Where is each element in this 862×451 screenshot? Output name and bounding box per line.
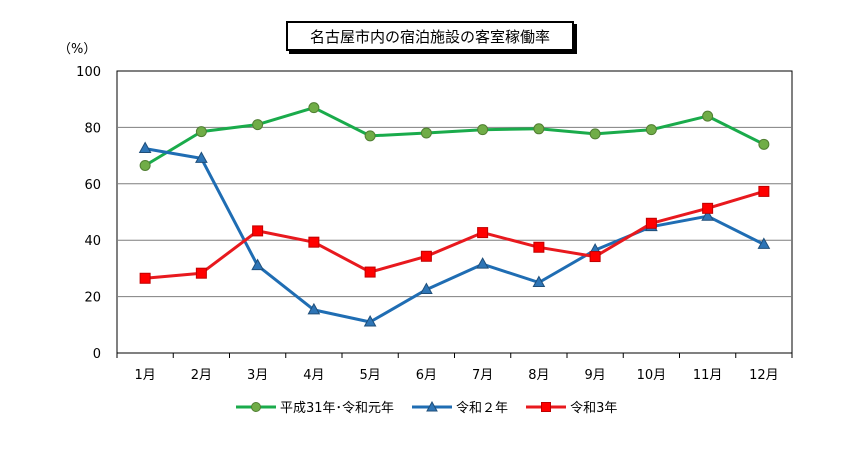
y-tick-label: 80 [84, 121, 101, 136]
legend: 平成31年･令和元年 令和２年 令和3年 [236, 397, 635, 416]
data-point-series-1 [363, 314, 377, 327]
legend-label-series-2: 令和3年 [570, 401, 618, 416]
data-point-series-1 [251, 258, 264, 271]
chart-title: 名古屋市内の宿泊施設の客室稼働率 [286, 21, 574, 51]
legend-label-series-0: 平成31年･令和元年 [280, 401, 395, 416]
x-tick-label: 12月 [749, 368, 779, 383]
data-point-series-1 [532, 275, 546, 287]
series-line-0 [144, 106, 765, 167]
y-tick-label: 20 [84, 291, 101, 306]
data-point-series-0 [420, 127, 432, 139]
data-point-series-1 [195, 151, 208, 163]
series-line-1 [144, 147, 765, 324]
legend-marker-triangle-icon [412, 400, 453, 411]
x-tick-label: 10月 [637, 368, 667, 383]
y-tick-label: 0 [93, 347, 101, 362]
data-point-series-0 [252, 119, 264, 131]
data-point-series-2 [533, 241, 545, 253]
x-tick-label: 9月 [584, 368, 605, 383]
y-tick-label: 40 [84, 234, 101, 249]
data-point-series-2 [758, 185, 770, 197]
data-point-series-2 [477, 227, 489, 239]
x-tick-label: 5月 [359, 368, 380, 383]
plot-area [116, 70, 793, 354]
data-point-series-2 [252, 225, 264, 237]
data-point-series-1 [476, 257, 489, 269]
y-axis-unit: （%） [58, 42, 97, 57]
legend-item-series-1: 令和２年 [412, 397, 508, 416]
y-tick-label: 60 [84, 178, 101, 193]
x-tick-label: 3月 [247, 368, 268, 383]
data-point-series-2 [645, 217, 657, 229]
legend-item-series-2: 令和3年 [526, 397, 617, 416]
data-point-series-0 [533, 123, 545, 135]
data-point-series-0 [758, 138, 770, 150]
data-point-series-1 [307, 302, 321, 315]
x-tick-label: 7月 [472, 368, 493, 383]
x-tick-label: 2月 [191, 368, 212, 383]
data-point-series-0 [195, 126, 207, 138]
legend-marker-circle-icon [236, 401, 276, 412]
x-tick-label: 4月 [303, 368, 324, 383]
data-point-series-2 [308, 236, 320, 248]
data-point-series-2 [364, 266, 376, 278]
legend-label-series-1: 令和２年 [456, 401, 509, 416]
data-point-series-1 [420, 282, 433, 295]
data-point-series-0 [364, 130, 376, 142]
data-point-series-1 [701, 209, 714, 221]
data-point-series-2 [420, 250, 432, 262]
x-tick-label: 6月 [416, 368, 437, 383]
data-point-series-2 [195, 267, 207, 279]
data-point-series-1 [757, 237, 771, 249]
data-point-series-0 [702, 110, 714, 122]
legend-marker-square-icon [526, 401, 567, 412]
series-line-2 [144, 189, 765, 280]
x-tick-label: 11月 [693, 368, 723, 383]
data-point-series-0 [645, 124, 657, 136]
data-point-series-0 [589, 128, 601, 140]
data-point-series-1 [138, 141, 152, 154]
x-tick-label: 1月 [134, 368, 155, 383]
data-point-series-2 [589, 251, 601, 263]
data-point-series-0 [139, 159, 151, 171]
y-tick-label: 100 [76, 65, 101, 80]
legend-item-series-0: 平成31年･令和元年 [236, 397, 394, 416]
data-point-series-0 [308, 102, 320, 114]
data-point-series-2 [702, 202, 714, 214]
data-point-series-0 [477, 124, 489, 136]
data-point-series-2 [139, 272, 151, 284]
x-tick-label: 8月 [528, 368, 549, 383]
